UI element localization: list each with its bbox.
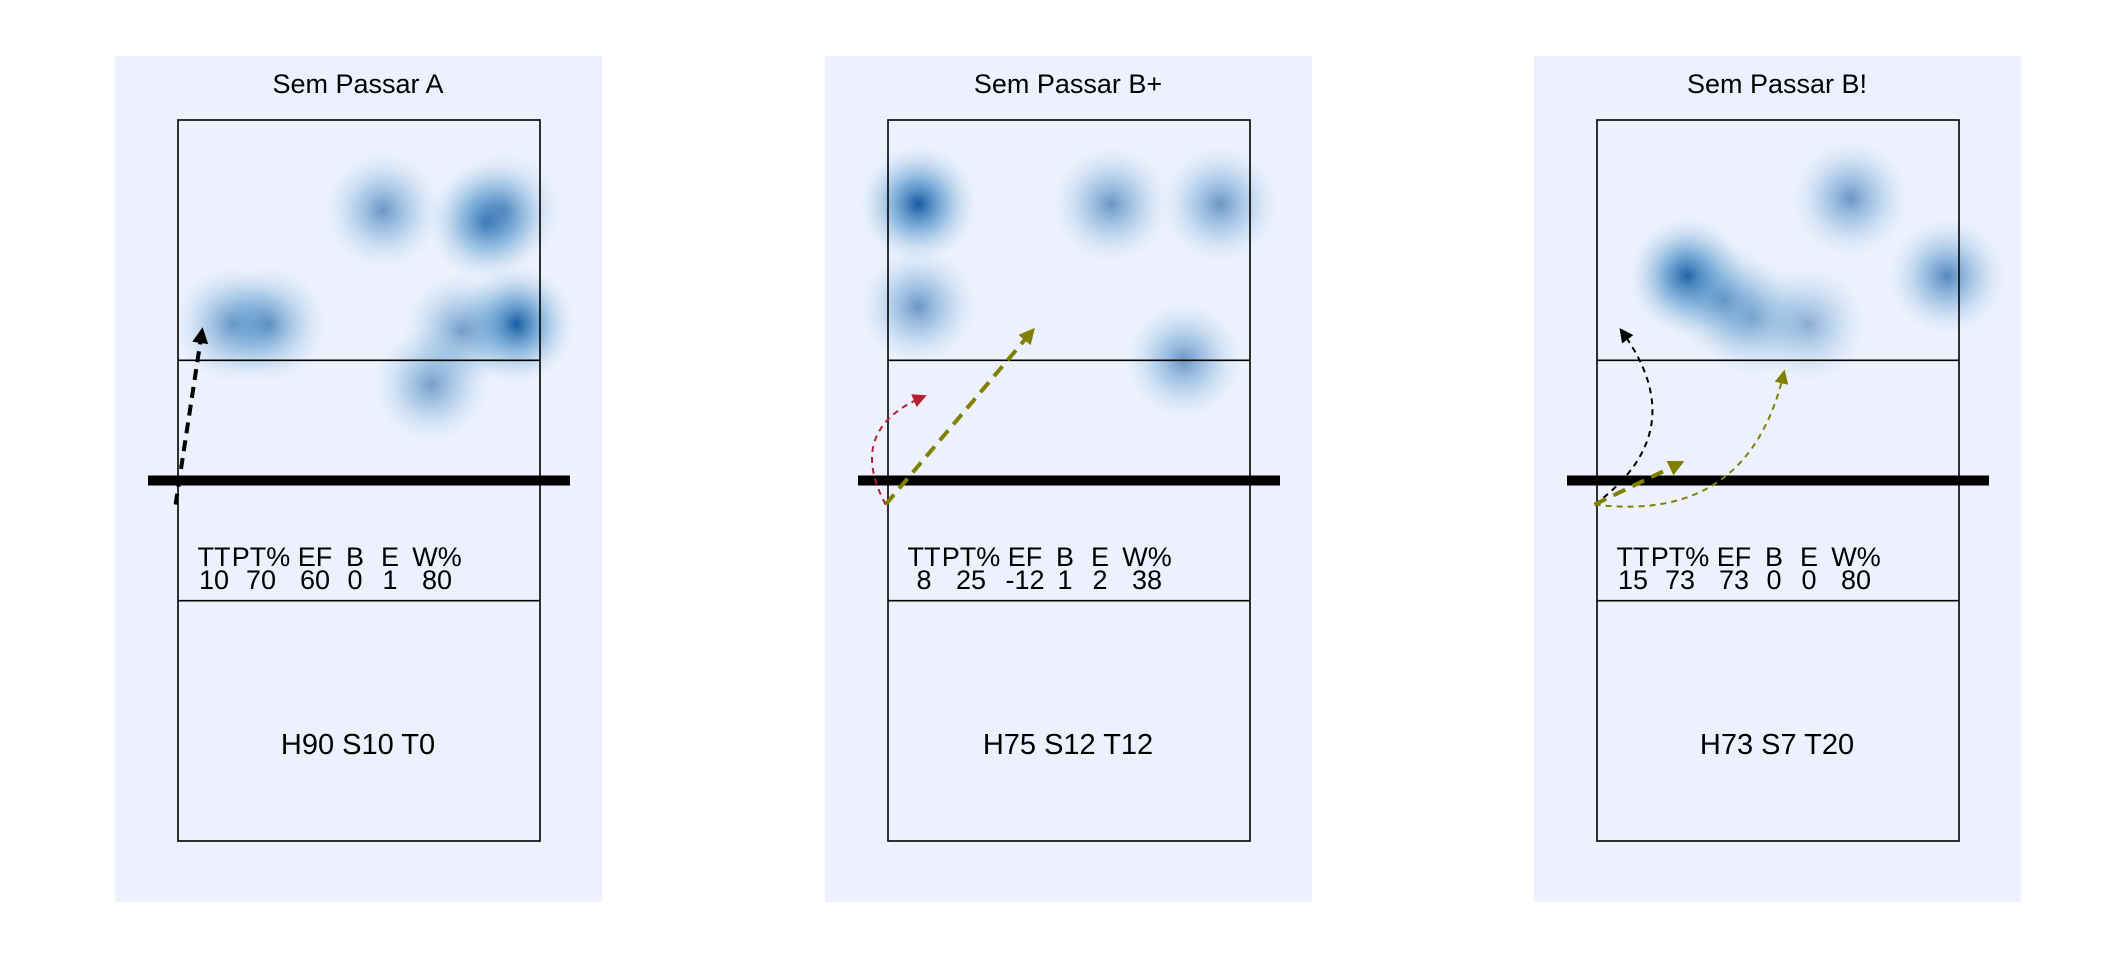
stat-value: 0 [1801,565,1816,595]
heat-blob [860,146,977,263]
heat-blob [1888,218,2005,335]
stat-value: 0 [1766,565,1781,595]
stat-value: 2 [1092,565,1107,595]
heat-blob [445,152,562,269]
stat-value: 1 [382,565,397,595]
stat-header: E [1800,542,1818,572]
set-stats-text: H90 S10 T0 [281,729,435,761]
heat-blob [860,248,977,365]
arrow-layer [871,327,1035,506]
heat-blob [1792,140,1909,257]
stat-header: W% [1831,542,1881,572]
stat-header: TT [1617,542,1650,572]
stat-header: E [381,542,399,572]
stat-header: B [346,542,364,572]
pass-arrow [173,327,209,505]
heat-layer [1629,140,2005,383]
panel-sem-passar-b-excl: Sem Passar B! TT PT% EF B E W% 15 73 73 0 0 80 H73 … [1534,56,2021,902]
stat-header: EF [1717,542,1752,572]
heat-blob [1053,146,1170,263]
stat-value: 60 [300,565,330,595]
panel-title: Sem Passar B! [1687,69,1867,99]
heat-blob [325,152,442,269]
stat-header: B [1765,542,1783,572]
stat-value: 73 [1665,565,1695,595]
heat-blob [373,326,490,443]
panel-sem-passar-b-plus: Sem Passar B+ TT PT% EF B E W% 8 25 -12 1 2 38 H75 … [825,56,1312,902]
stat-value: 25 [956,565,986,595]
stat-header: E [1091,542,1109,572]
stat-header: TT [908,542,941,572]
stats-table: TT PT% EF B E W% 15 73 73 0 0 80 [1617,542,1881,595]
stats-table: TT PT% EF B E W% 8 25 -12 1 2 38 [908,542,1172,595]
stat-value: 38 [1132,565,1162,595]
stat-value: -12 [1005,565,1044,595]
stat-value: 0 [347,565,362,595]
stat-header: PT% [232,542,291,572]
pass-arrow [1593,460,1685,507]
stats-table: TT PT% EF B E W% 10 70 60 0 1 80 [198,542,462,595]
court [858,119,1280,842]
stat-value: 8 [916,565,931,595]
stat-value: 80 [422,565,452,595]
stat-header: EF [298,542,333,572]
heat-blob [1161,146,1278,263]
stat-value: 70 [246,565,276,595]
stat-header: W% [1122,542,1172,572]
panel-sem-passar-a: Sem Passar A TT PT% EF B E W% 10 70 60 0 1 80 H90 S… [115,56,602,902]
stat-value: 1 [1057,565,1072,595]
heat-layer [174,152,574,443]
stat-value: 15 [1618,565,1648,595]
set-stats-text: H73 S7 T20 [1700,729,1854,761]
court [1567,119,1989,842]
panel-title: Sem Passar B+ [974,69,1162,99]
stat-header: B [1056,542,1074,572]
pass-arrow [1594,369,1789,508]
stat-header: PT% [942,542,1001,572]
heat-blob [1665,242,1782,359]
pass-arrow [871,394,927,506]
stat-value: 10 [199,565,229,595]
pass-arrow [1593,328,1654,506]
pass-arrow [884,327,1035,506]
arrow-layer [1593,328,1789,508]
panel-title: Sem Passar A [272,69,443,99]
stat-header: EF [1008,542,1043,572]
arrow-layer [173,327,209,505]
stat-header: TT [198,542,231,572]
heat-blob [210,266,327,383]
stat-header: W% [412,542,462,572]
stat-value: 73 [1719,565,1749,595]
set-stats-text: H75 S12 T12 [983,729,1153,761]
heat-layer [860,146,1278,419]
stat-header: PT% [1651,542,1710,572]
stat-value: 80 [1841,565,1871,595]
